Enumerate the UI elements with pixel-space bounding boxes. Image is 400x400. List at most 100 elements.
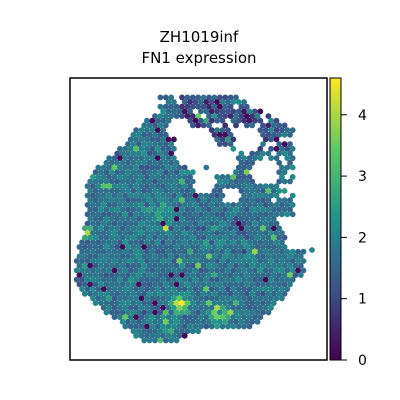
expression-spot [214, 248, 221, 255]
expression-spot [260, 216, 266, 222]
expression-spot [254, 150, 261, 157]
expression-spot [138, 239, 145, 246]
expression-spot [144, 127, 150, 133]
expression-spot [171, 145, 177, 152]
expression-spot [119, 253, 126, 260]
expression-spot [246, 304, 253, 311]
expression-spot [157, 122, 164, 129]
expression-spot [214, 304, 221, 311]
expression-spot [219, 136, 226, 143]
expression-spot [141, 300, 148, 306]
expression-spot [125, 318, 131, 325]
expression-spot [135, 131, 142, 138]
expression-spot [95, 230, 102, 236]
expression-spot [168, 159, 175, 166]
expression-spot [160, 164, 167, 171]
expression-spot [233, 300, 239, 306]
expression-spot [260, 206, 266, 213]
expression-spot [265, 113, 272, 119]
expression-spot [100, 258, 107, 264]
expression-spot [114, 216, 121, 222]
expression-spot [238, 188, 245, 194]
expression-spot [135, 281, 142, 288]
expression-spot [279, 145, 285, 152]
expression-spot [135, 300, 142, 306]
expression-spot [144, 164, 150, 171]
expression-spot [114, 159, 121, 166]
expression-spot [152, 253, 158, 260]
expression-spot [135, 225, 142, 232]
expression-spot [176, 108, 183, 115]
expression-spot [246, 155, 253, 162]
expression-spot [211, 281, 218, 288]
expression-spot [206, 113, 212, 119]
expression-spot [198, 304, 204, 311]
expression-spot [187, 108, 194, 115]
expression-spot [238, 253, 245, 260]
expression-spot [127, 192, 134, 199]
expression-spot [98, 225, 104, 232]
expression-spot [192, 230, 199, 236]
expression-spot [138, 295, 145, 302]
expression-spot [103, 169, 110, 176]
expression-spot [279, 211, 285, 218]
expression-spot [254, 216, 261, 222]
expression-spot [211, 262, 218, 269]
expression-spot [222, 113, 229, 119]
expression-spot [260, 150, 266, 157]
expression-spot [276, 290, 283, 297]
expression-spot [144, 211, 150, 218]
expression-spot [160, 183, 167, 190]
expression-spot [254, 262, 261, 269]
expression-spot [281, 253, 288, 260]
expression-spot [144, 314, 150, 320]
expression-spot [268, 117, 274, 124]
expression-spot [144, 276, 150, 283]
expression-spot [117, 155, 123, 162]
expression-spot [154, 183, 161, 190]
expression-spot [165, 304, 172, 311]
expression-spot [230, 145, 237, 152]
expression-spot [276, 159, 283, 166]
expression-spot [160, 239, 167, 246]
expression-spot [92, 188, 99, 194]
expression-spot [227, 206, 234, 213]
expression-spot [157, 94, 164, 101]
expression-spot [171, 267, 177, 274]
expression-spot [111, 304, 118, 311]
expression-spot [257, 220, 264, 227]
expression-spot [238, 290, 245, 297]
expression-spot [100, 183, 107, 190]
expression-spot [133, 314, 140, 320]
expression-spot [157, 113, 164, 119]
expression-spot [149, 127, 156, 133]
expression-spot [173, 216, 180, 222]
expression-spot [135, 244, 142, 250]
expression-spot [287, 178, 293, 185]
expression-spot [114, 169, 121, 176]
expression-spot [114, 225, 121, 232]
expression-spot [238, 318, 245, 325]
expression-spot [262, 248, 269, 255]
expression-spot [216, 216, 223, 222]
expression-spot [214, 183, 221, 190]
expression-spot [173, 328, 180, 335]
expression-spot [189, 309, 196, 316]
expression-spot [138, 332, 145, 339]
expression-spot [189, 300, 196, 306]
expression-spot [273, 248, 280, 255]
expression-spot [230, 108, 237, 115]
expression-spot [100, 192, 107, 199]
expression-spot [246, 239, 253, 246]
expression-spot [122, 164, 129, 171]
expression-spot [125, 206, 131, 213]
expression-spot [135, 262, 142, 269]
expression-spot [127, 286, 134, 292]
expression-spot [149, 304, 156, 311]
expression-spot [230, 258, 237, 264]
expression-spot [243, 206, 250, 213]
expression-spot [138, 202, 145, 208]
expression-spot [90, 220, 96, 227]
expression-spot [195, 216, 202, 222]
expression-spot [208, 211, 215, 218]
